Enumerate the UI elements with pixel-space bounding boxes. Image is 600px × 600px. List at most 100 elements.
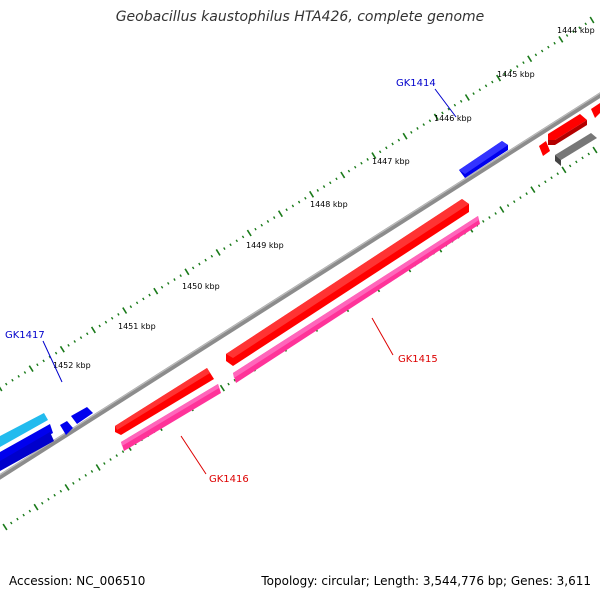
minor-tick <box>584 22 587 26</box>
minor-tick <box>160 285 164 289</box>
minor-tick <box>72 481 75 485</box>
gene-label-gk1415: GK1415 <box>398 354 438 365</box>
minor-tick <box>204 258 207 262</box>
major-tick <box>2 523 8 531</box>
minor-tick <box>117 313 120 316</box>
gene-gk1415-top <box>226 199 469 358</box>
major-tick <box>219 384 225 392</box>
major-tick <box>28 365 34 373</box>
minor-tick <box>22 513 25 517</box>
minor-tick <box>84 474 87 477</box>
minor-tick <box>488 216 491 219</box>
minor-tick <box>148 293 151 297</box>
minor-tick <box>272 216 276 219</box>
major-tick <box>64 483 70 491</box>
gene-gk1415-rna-top <box>233 216 479 378</box>
major-tick <box>340 171 346 179</box>
gene-arrow <box>555 155 561 166</box>
minor-tick <box>550 176 553 180</box>
minor-tick <box>229 243 232 247</box>
minor-tick <box>103 462 106 465</box>
scale-label-1449: 1449 kbp <box>246 241 284 250</box>
major-tick <box>309 190 315 198</box>
gene-arrow <box>539 141 550 156</box>
minor-tick <box>73 340 76 343</box>
major-tick <box>558 35 564 43</box>
minor-tick <box>572 30 575 33</box>
minor-tick <box>79 336 83 340</box>
minor-tick <box>491 80 494 84</box>
genome-summary: Topology: circular; Length: 3,544,776 bp… <box>261 574 591 588</box>
scale-label-1446: 1446 kbp <box>434 114 472 123</box>
minor-tick <box>109 458 112 461</box>
minor-tick <box>241 235 245 239</box>
minor-tick <box>360 161 363 165</box>
minor-tick <box>459 99 463 103</box>
minor-tick <box>322 185 326 188</box>
major-tick <box>90 326 96 334</box>
major-tick <box>464 94 470 101</box>
scale-label-1444: 1444 kbp <box>557 26 595 35</box>
label-line-gk1417 <box>42 340 63 383</box>
minor-tick <box>568 164 572 168</box>
gene-label-gk1414: GK1414 <box>396 78 436 89</box>
minor-tick <box>142 297 145 301</box>
minor-tick <box>565 34 569 37</box>
minor-tick <box>522 61 525 64</box>
minor-tick <box>53 493 56 497</box>
major-tick <box>530 186 536 194</box>
genome-backbone <box>0 92 600 480</box>
gene-arrow <box>555 133 597 160</box>
minor-tick <box>297 200 301 204</box>
label-line-gk1416 <box>180 435 207 475</box>
minor-tick <box>478 88 482 92</box>
gene-gk1417 <box>0 424 53 463</box>
minor-tick <box>78 478 81 481</box>
minor-tick <box>537 184 541 188</box>
minor-tick <box>509 68 513 72</box>
scale-label-1448: 1448 kbp <box>310 200 348 209</box>
minor-tick <box>223 247 226 250</box>
minor-tick <box>385 146 388 150</box>
minor-tick <box>235 239 239 243</box>
gene-label-gk1417: GK1417 <box>5 330 45 341</box>
minor-tick <box>67 344 70 347</box>
minor-tick <box>59 489 63 493</box>
minor-tick <box>581 156 584 160</box>
major-tick <box>592 146 598 154</box>
minor-tick <box>329 181 332 185</box>
minor-tick <box>54 351 58 355</box>
minor-tick <box>16 517 19 521</box>
minor-tick <box>28 509 32 513</box>
minor-tick <box>23 371 27 374</box>
major-tick <box>589 16 595 24</box>
major-tick <box>496 74 502 82</box>
label-line-gk1415 <box>371 317 394 356</box>
minor-tick <box>304 196 307 200</box>
major-tick <box>95 464 101 471</box>
minor-tick <box>547 45 550 49</box>
minor-tick <box>353 165 357 169</box>
minor-tick <box>482 220 485 223</box>
minor-tick <box>11 378 14 382</box>
minor-tick <box>540 49 544 53</box>
major-tick <box>433 113 439 121</box>
minor-tick <box>519 196 522 199</box>
minor-tick <box>266 220 270 223</box>
minor-tick <box>484 84 488 88</box>
minor-tick <box>5 382 8 386</box>
scale-labels: 1444 kbp 1445 kbp 1446 kbp 1447 kbp 1448… <box>53 26 595 370</box>
gene-gk1416-rna-top <box>121 384 219 446</box>
genes <box>0 103 600 471</box>
minor-tick <box>291 204 295 208</box>
major-tick <box>59 345 65 353</box>
minor-tick <box>422 123 425 126</box>
minor-tick <box>86 332 89 336</box>
major-tick <box>561 166 567 174</box>
minor-tick <box>534 53 538 57</box>
minor-tick <box>47 497 50 501</box>
minor-tick <box>135 301 139 305</box>
major-tick <box>246 229 252 237</box>
minor-tick <box>36 363 39 367</box>
